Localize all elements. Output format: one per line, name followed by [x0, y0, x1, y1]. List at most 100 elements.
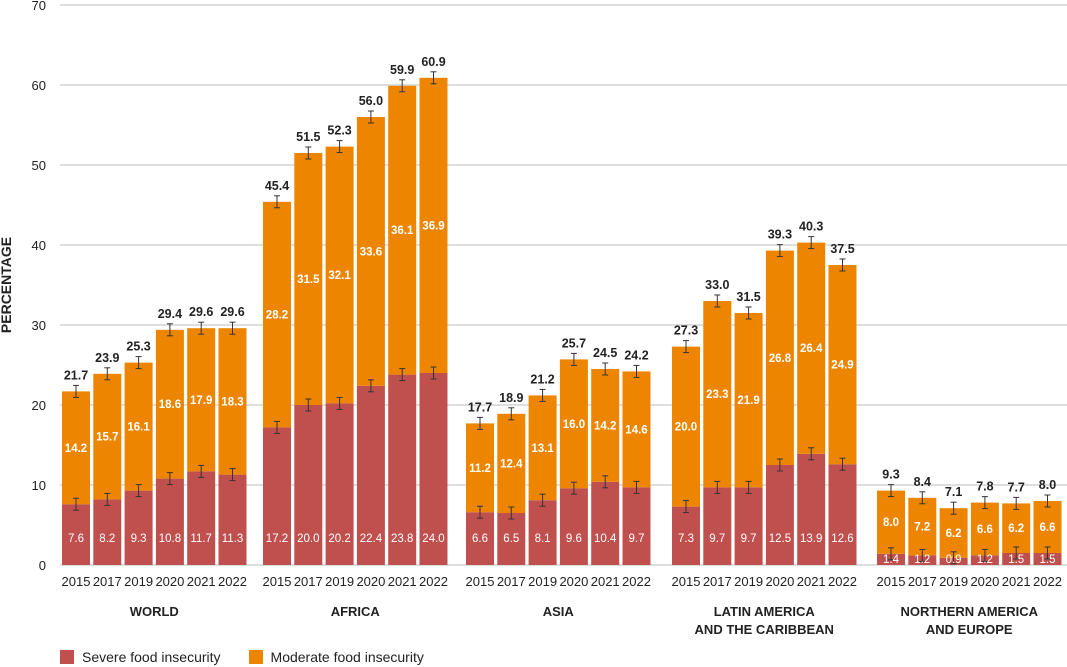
label-moderate: 14.6 [625, 424, 647, 436]
error-bar-severe [274, 420, 280, 434]
x-tick-label: 2017 [93, 574, 122, 589]
legend-item-severe: Severe food insecurity [60, 649, 221, 665]
error-bar-severe [981, 548, 988, 562]
bar-moderate [218, 328, 247, 475]
error-bar-severe [1044, 546, 1051, 560]
x-tick-label: 2022 [218, 574, 247, 589]
x-tick-label: 2022 [1033, 574, 1062, 589]
label-severe: 23.8 [391, 533, 413, 545]
error-bar-severe [714, 480, 721, 494]
x-tick-label: 2019 [528, 574, 557, 589]
error-bar-severe [570, 481, 577, 495]
error-bar-total [336, 140, 343, 154]
label-total: 25.3 [126, 340, 150, 354]
bar-severe [828, 464, 857, 565]
y-tick-label: 10 [32, 478, 46, 493]
bar-moderate [1002, 503, 1031, 553]
x-tick-label: 2021 [591, 574, 620, 589]
x-tick-label: 2015 [672, 574, 701, 589]
x-tick-label: 2021 [388, 574, 417, 589]
label-total: 29.6 [189, 305, 213, 319]
label-total: 56.0 [359, 94, 383, 108]
bar-severe [419, 373, 448, 565]
bar-group: 1.4 8.0 9.3 1.2 7.2 8.4 0.9 6.2 7.1 1.2 6.6 7.8 1.5 6… [877, 468, 1062, 566]
x-tick-label: 2017 [908, 574, 937, 589]
bar-moderate [672, 346, 700, 507]
bar-moderate [970, 502, 999, 556]
label-total: 21.2 [530, 372, 554, 386]
label-severe: 1.5 [1040, 554, 1056, 566]
error-bar-total [1013, 496, 1020, 510]
bar-moderate [703, 301, 732, 488]
label-severe: 6.5 [503, 533, 519, 545]
label-total: 7.1 [945, 485, 962, 499]
error-bar-severe [73, 497, 79, 511]
label-severe: 22.4 [360, 533, 383, 545]
error-bar-total [539, 388, 546, 402]
error-bar-total [714, 294, 721, 308]
label-severe: 11.7 [190, 533, 212, 545]
label-total: 8.0 [1039, 478, 1056, 492]
bars: 7.6 14.2 21.7 8.2 15.7 23.9 9.3 16.1 25.3 10.8 18.… [62, 55, 1062, 566]
label-moderate: 13.1 [531, 443, 554, 455]
label-total: 21.7 [64, 368, 88, 382]
x-tick-label: 2021 [1002, 574, 1031, 589]
bar-group: 6.6 11.2 17.7 6.5 12.4 18.9 8.1 13.1 21.2 9.6 16.0… [466, 336, 651, 565]
label-moderate: 23.3 [706, 389, 728, 401]
label-moderate: 18.6 [159, 399, 181, 411]
label-moderate: 28.2 [266, 310, 288, 322]
label-total: 45.4 [265, 179, 289, 193]
bar-group: 7.6 14.2 21.7 8.2 15.7 23.9 9.3 16.1 25.3 10.8 18.… [62, 305, 247, 565]
error-bar-severe [508, 506, 515, 520]
label-total: 7.8 [976, 480, 993, 494]
x-tick-label: 2017 [703, 574, 732, 589]
bar-severe [797, 453, 826, 565]
x-tick-label: 2020 [559, 574, 588, 589]
error-bar-total [950, 501, 957, 515]
error-bar-total [198, 321, 205, 335]
label-moderate: 6.2 [1008, 523, 1024, 535]
error-bar-total [839, 258, 846, 272]
error-bar-total [1044, 494, 1051, 508]
error-bar-severe [430, 366, 437, 380]
group-label: AND EUROPE [926, 622, 1013, 637]
label-severe: 9.3 [131, 533, 147, 545]
error-bar-severe [683, 500, 689, 514]
error-bar-severe [602, 475, 609, 489]
bar-moderate [1033, 501, 1062, 553]
error-bar-total [808, 236, 815, 250]
x-tick-label: 2021 [797, 574, 826, 589]
bar-group: 7.3 20.0 27.3 9.7 23.3 33.0 9.7 21.9 31.5 12.5 26.… [672, 220, 857, 565]
bar-severe [218, 474, 247, 565]
error-bar-severe [399, 368, 406, 382]
x-tick-label: 2022 [419, 574, 448, 589]
error-bar-total [104, 367, 111, 381]
y-tick-label: 30 [32, 318, 46, 333]
error-bar-severe [166, 472, 173, 486]
bar-moderate [93, 373, 122, 500]
label-severe: 0.9 [946, 554, 962, 566]
label-moderate: 33.6 [360, 246, 382, 258]
x-tick-label: 2017 [294, 574, 323, 589]
error-bar-severe [950, 551, 957, 565]
label-severe: 20.2 [328, 533, 350, 545]
legend-swatch-severe [60, 650, 74, 664]
bar-severe [497, 513, 526, 565]
error-bar-severe [336, 396, 343, 410]
label-moderate: 36.9 [422, 220, 444, 232]
error-bar-severe [776, 458, 783, 472]
bar-severe [765, 465, 794, 565]
error-bar-total [508, 407, 515, 421]
bar-severe [388, 374, 417, 565]
error-bar-total [73, 384, 79, 398]
label-moderate: 24.9 [831, 360, 853, 372]
error-bar-severe [888, 547, 894, 561]
label-total: 23.9 [95, 351, 119, 365]
bar-moderate [187, 328, 216, 472]
label-total: 27.3 [674, 324, 698, 338]
bar-moderate [62, 391, 90, 505]
label-severe: 9.7 [741, 533, 757, 545]
label-severe: 12.5 [769, 533, 791, 545]
label-severe: 7.3 [678, 533, 694, 545]
y-tick-label: 60 [32, 78, 46, 93]
